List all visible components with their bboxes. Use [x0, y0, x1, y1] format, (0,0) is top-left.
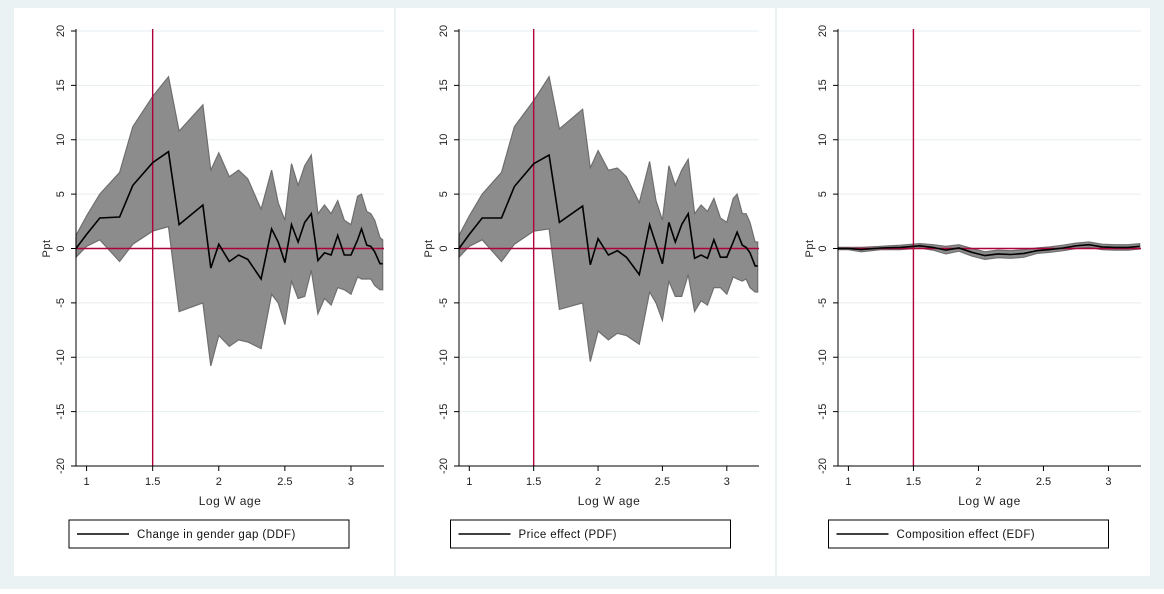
y-tick-label: -10: [55, 349, 67, 365]
y-tick-label: -15: [817, 404, 829, 420]
x-tick-label: 1: [845, 476, 851, 488]
x-tick-label: 2: [595, 476, 601, 488]
chart-panel-2: 20 15 10 5 0 -5 -10 -15 -20 1 1.5 2 2.5 3 Log W age Ppt…: [396, 8, 775, 576]
x-tick-label: 3: [348, 476, 354, 488]
y-tick-label: 5: [438, 191, 450, 197]
y-tick-label: 15: [817, 79, 829, 91]
y-tick-label: 10: [55, 134, 67, 146]
x-tick-label: 2.5: [655, 476, 670, 488]
y-tick-label: -5: [817, 298, 829, 308]
series-line: [458, 153, 758, 277]
y-tick-label: 0: [55, 245, 67, 251]
series-line: [75, 150, 383, 282]
x-tick-label: 1.5: [906, 476, 921, 488]
legend-label: Composition effect (EDF): [897, 529, 1036, 541]
y-tick-label: 5: [817, 191, 829, 197]
y-tick-label: 20: [817, 25, 829, 37]
y-tick-label: -20: [438, 458, 450, 474]
series-line: [838, 243, 1140, 257]
x-tick-label: 1: [466, 476, 472, 488]
y-tick-label: 0: [438, 245, 450, 251]
x-tick-label: 2: [216, 476, 222, 488]
y-tick-label: 20: [55, 25, 67, 37]
y-tick-label: -15: [55, 404, 67, 420]
y-tick-label: -20: [817, 458, 829, 474]
x-tick-label: 3: [724, 476, 730, 488]
y-axis-title: Ppt: [804, 239, 816, 257]
x-tick-label: 2.5: [1036, 476, 1051, 488]
x-tick-label: 1.5: [145, 476, 160, 488]
y-tick-label: 0: [817, 245, 829, 251]
y-tick-label: 10: [817, 134, 829, 146]
y-tick-label: -10: [817, 349, 829, 365]
x-tick-label: 3: [1105, 476, 1111, 488]
x-axis-title: Log W age: [199, 494, 262, 508]
y-axis-title: Ppt: [41, 239, 53, 257]
chart-panel-3: 20 15 10 5 0 -5 -10 -15 -20 1 1.5 2 2.5 3 Log W age Ppt…: [777, 8, 1150, 576]
chart-panel-1: 20 15 10 5 0 -5 -10 -15 -20 1 1.5 2 2.5 3 Log W age Ppt…: [14, 8, 394, 576]
y-tick-label: 15: [438, 79, 450, 91]
y-tick-label: -10: [438, 349, 450, 365]
x-tick-label: 2.5: [277, 476, 292, 488]
y-tick-label: 5: [55, 191, 67, 197]
y-tick-label: 10: [438, 134, 450, 146]
y-tick-label: -5: [55, 298, 67, 308]
y-tick-label: 20: [438, 25, 450, 37]
x-tick-label: 2: [975, 476, 981, 488]
legend-label: Change in gender gap (DDF): [137, 529, 296, 541]
y-axis-title: Ppt: [423, 239, 435, 257]
legend-label: Price effect (PDF): [519, 529, 617, 541]
panel-background: [777, 8, 1150, 576]
y-tick-label: -15: [438, 404, 450, 420]
y-tick-label: 15: [55, 79, 67, 91]
x-tick-label: 1: [84, 476, 90, 488]
x-axis-title: Log W age: [958, 494, 1021, 508]
x-tick-label: 1.5: [526, 476, 541, 488]
y-tick-label: -5: [438, 298, 450, 308]
x-axis-title: Log W age: [578, 494, 641, 508]
y-tick-label: -20: [55, 458, 67, 474]
